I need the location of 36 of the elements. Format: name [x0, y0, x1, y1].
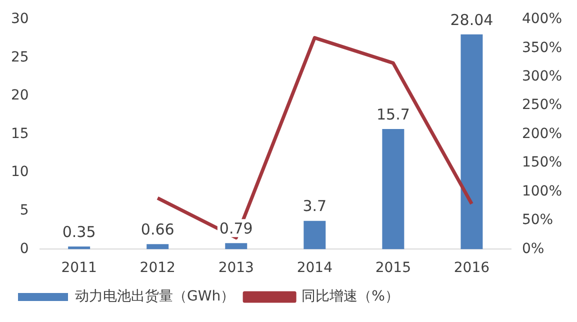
data-label: 28.04 — [450, 10, 494, 29]
y-tick-label: 10 — [10, 164, 29, 180]
bar — [382, 128, 404, 250]
y2-tick-label: 250% — [522, 97, 562, 114]
y-tick-label: 15 — [10, 126, 29, 142]
y2-tick-label: 100% — [522, 183, 562, 200]
y-tick-label: 20 — [10, 88, 29, 104]
data-label: 0.66 — [140, 220, 174, 239]
x-tick-label: 2012 — [140, 260, 176, 276]
data-label: 0.79 — [219, 220, 253, 238]
y-tick-label: 25 — [10, 49, 29, 66]
x-tick-label: 2015 — [375, 260, 412, 276]
y2-tick-label: 350% — [522, 40, 562, 56]
data-label: 15.7 — [376, 105, 410, 124]
data-label: 0.35 — [62, 222, 96, 241]
y-tick-label: 0 — [20, 240, 29, 257]
y2-tick-label: 50% — [522, 212, 554, 228]
bar — [460, 34, 483, 250]
y-tick-label: 5 — [20, 202, 29, 219]
bar — [304, 220, 326, 250]
x-tick-label: 2014 — [296, 260, 333, 276]
x-tick-label: 2013 — [218, 260, 254, 276]
x-tick-label: 2016 — [454, 260, 490, 276]
y2-tick-label: 300% — [522, 68, 562, 84]
bar — [146, 244, 169, 250]
legend-label: 同比增速（%） — [302, 288, 399, 305]
legend-label: 动力电池出货量（GWh） — [75, 288, 235, 305]
data-label: 3.7 — [302, 197, 327, 216]
y-tick-label: 30 — [10, 11, 29, 28]
y2-tick-label: 200% — [522, 126, 562, 142]
y2-tick-label: 400% — [522, 11, 562, 28]
bar — [225, 243, 248, 250]
y2-tick-label: 0% — [522, 240, 544, 257]
y2-tick-label: 150% — [522, 154, 562, 171]
x-tick-label: 2011 — [61, 260, 97, 276]
bar — [68, 246, 90, 250]
